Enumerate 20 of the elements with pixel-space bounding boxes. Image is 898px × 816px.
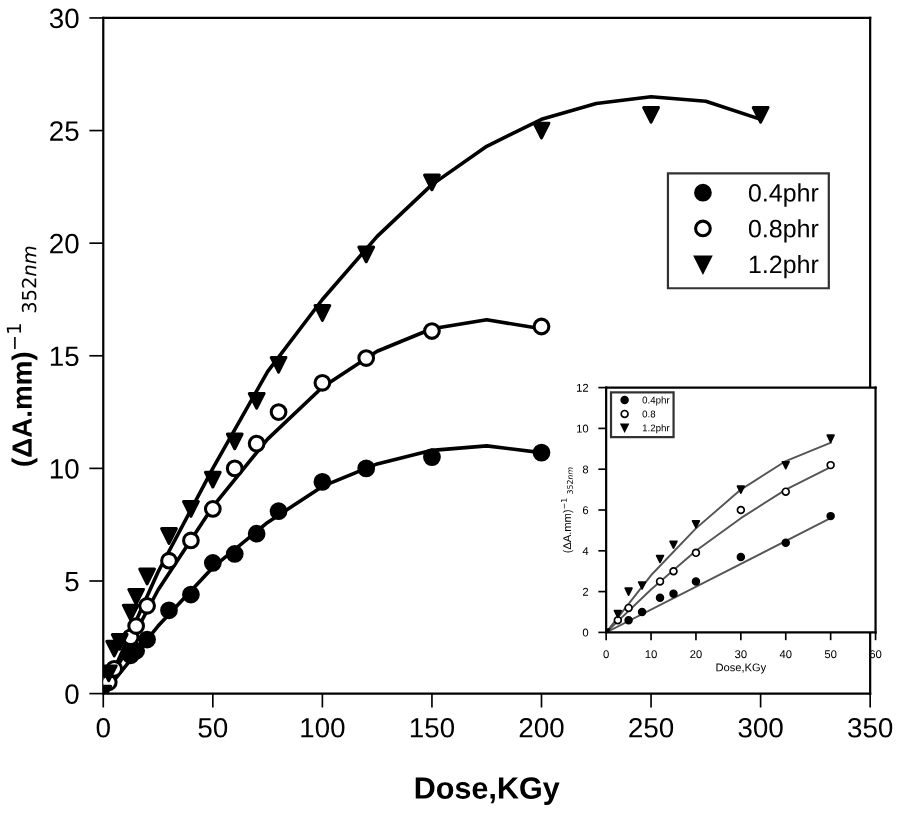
y-tick-label: 15: [50, 346, 79, 367]
x-tick-label: 150: [410, 717, 455, 738]
x-tick-label: 200: [519, 717, 564, 738]
x-tick-label: 50: [198, 717, 228, 738]
y-axis-title: (ΔA.mm)$^{−1}$ $_{352nm}$: [6, 246, 38, 466]
y-tick-label: 25: [50, 121, 79, 141]
y-tick-label: 5: [65, 571, 79, 592]
y-tick-label: 20: [50, 233, 79, 254]
x-tick-label: 0: [96, 717, 110, 738]
x-tick-label: 350: [848, 717, 893, 738]
legend-label: 1.2phr: [749, 254, 819, 279]
x-axis-title: Dose,KGy: [415, 777, 560, 805]
x-tick-label: 300: [738, 717, 783, 738]
legend-label: 0.4phr: [748, 183, 819, 207]
x-tick-label: 100: [301, 717, 345, 738]
y-tick-label: 30: [49, 8, 79, 29]
y-tick-label: 0: [65, 684, 79, 704]
legend-label: 0.8phr: [748, 219, 819, 243]
y-tick-label: 10: [50, 459, 79, 479]
x-tick-label: 250: [629, 717, 674, 738]
